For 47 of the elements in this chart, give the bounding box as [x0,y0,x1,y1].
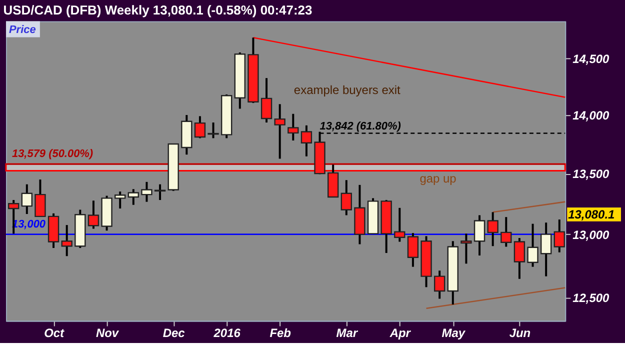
candlestick [434,270,446,300]
chart-title: USD/CAD (DFB) Weekly 13,080.1 (-0.58%) 00:47:23 [3,2,312,18]
band-label: gap up [420,172,457,186]
candlestick [514,237,526,280]
candlestick [114,190,126,210]
x-tick-label: May [442,326,466,340]
x-tick-label: Oct [44,326,66,340]
x-tick-label: 2016 [212,326,241,340]
y-axis-title: Price [8,24,36,36]
candlestick [460,232,472,265]
candlestick [500,216,512,248]
x-tick-label: Mar [336,326,359,340]
candlestick [407,232,419,268]
candlestick [474,214,486,256]
candlestick [88,200,100,230]
candlestick [540,222,552,278]
candlestick [154,183,166,201]
annotation: 13,842 (61.80%) [320,120,402,132]
candlestick [128,188,139,206]
y-tick-label: 13,000 [572,228,610,242]
candlestick [260,77,272,124]
y-tick-label: 12,500 [572,290,610,305]
candlestick [487,211,498,248]
x-tick-label: Nov [96,326,120,340]
candlestick [274,103,286,160]
annotation: example buyers exit [294,83,402,98]
y-tick-label: 13,500 [572,167,610,182]
candlestick [394,206,406,243]
text: 13,080.1 [568,207,616,222]
candlestick [340,179,352,216]
candlestick [208,122,219,140]
ref-line-label: 13,579 (50.00%) [12,148,94,160]
candlestick [288,112,299,142]
y-tick-label: 14,000 [572,108,610,123]
candlestick [141,180,152,203]
x-tick-label: Dec [162,326,186,340]
x-tick-label: Feb [270,326,291,340]
candlestick [34,178,46,218]
candlestick [527,222,538,268]
candlestick [554,218,565,254]
candlestick [61,224,72,258]
candlestick [21,183,32,215]
candlestick [194,115,206,140]
x-tick-label: Jun [509,326,531,340]
candlestick [300,124,312,158]
y-tick-label: 14,500 [572,52,610,66]
x-tick-label: Apr [388,326,412,340]
